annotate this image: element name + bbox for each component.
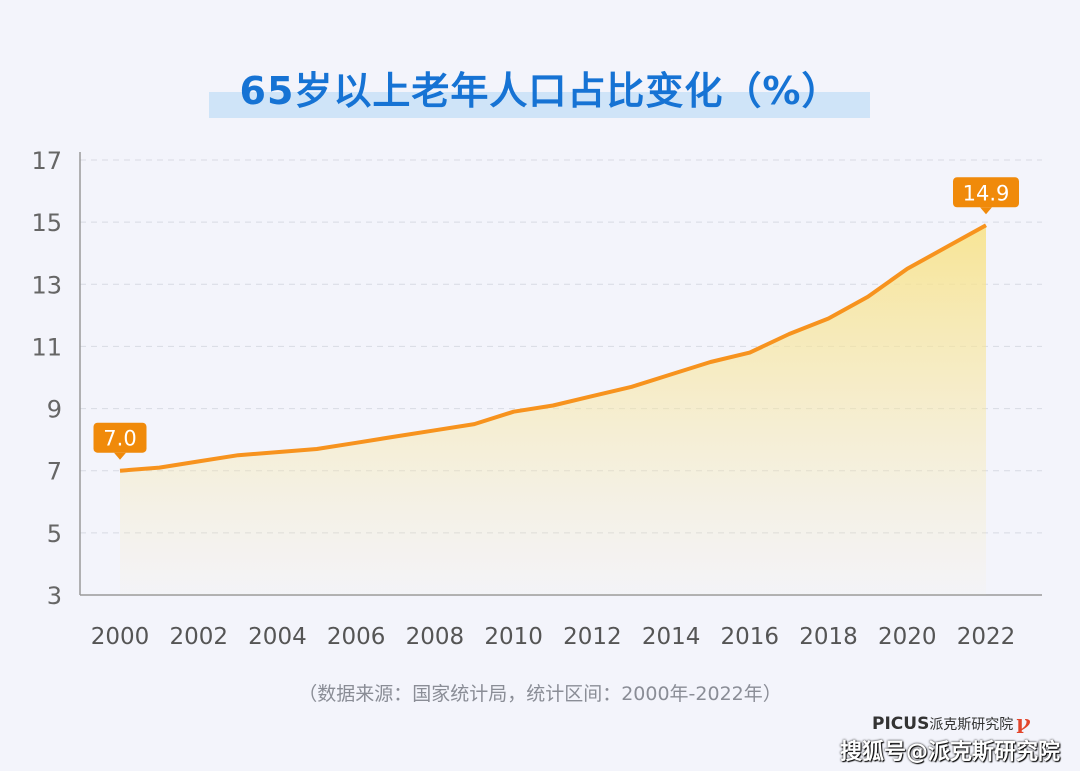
logo-en: PICUS xyxy=(872,714,930,734)
x-tick-label: 2000 xyxy=(91,624,150,650)
data-label-pointer xyxy=(114,452,126,460)
x-tick-label: 2002 xyxy=(169,624,228,650)
x-tick-label: 2012 xyxy=(563,624,622,650)
x-tick-label: 2018 xyxy=(799,624,858,650)
x-tick-label: 2022 xyxy=(957,624,1016,650)
y-tick-label: 11 xyxy=(31,333,62,361)
y-tick-label: 13 xyxy=(31,271,62,299)
y-tick-label: 3 xyxy=(47,582,62,610)
x-tick-label: 2010 xyxy=(484,624,543,650)
x-tick-label: 2020 xyxy=(878,624,937,650)
chart-title: 65岁以上老年人口占比变化（%） xyxy=(239,69,841,113)
area-fill xyxy=(120,225,986,596)
y-tick-label: 7 xyxy=(47,458,62,486)
logo-cn: 派克斯研究院 xyxy=(929,717,1014,733)
logo-mark-icon: ꝩ xyxy=(1016,710,1031,734)
data-label-box xyxy=(953,177,1019,208)
data-label-pointer xyxy=(980,207,992,215)
data-label: 7.0 xyxy=(103,427,136,451)
x-tick-label: 2016 xyxy=(721,624,780,650)
x-tick-label: 2004 xyxy=(248,624,307,650)
y-tick-label: 15 xyxy=(31,209,62,237)
title-highlight xyxy=(209,92,870,118)
x-tick-label: 2008 xyxy=(406,624,465,650)
y-tick-label: 9 xyxy=(47,396,62,424)
data-source-note: （数据来源：国家统计局，统计区间：2000年-2022年） xyxy=(298,683,782,705)
data-label-box xyxy=(93,422,147,453)
watermark: 搜狐号@派克斯研究院 xyxy=(840,740,1061,765)
data-label: 14.9 xyxy=(963,181,1010,205)
y-tick-label: 5 xyxy=(47,520,62,548)
logo: PICUS派克斯研究院 ꝩ xyxy=(872,710,1031,734)
x-tick-label: 2006 xyxy=(327,624,386,650)
y-tick-label: 17 xyxy=(31,147,62,175)
x-tick-label: 2014 xyxy=(642,624,701,650)
